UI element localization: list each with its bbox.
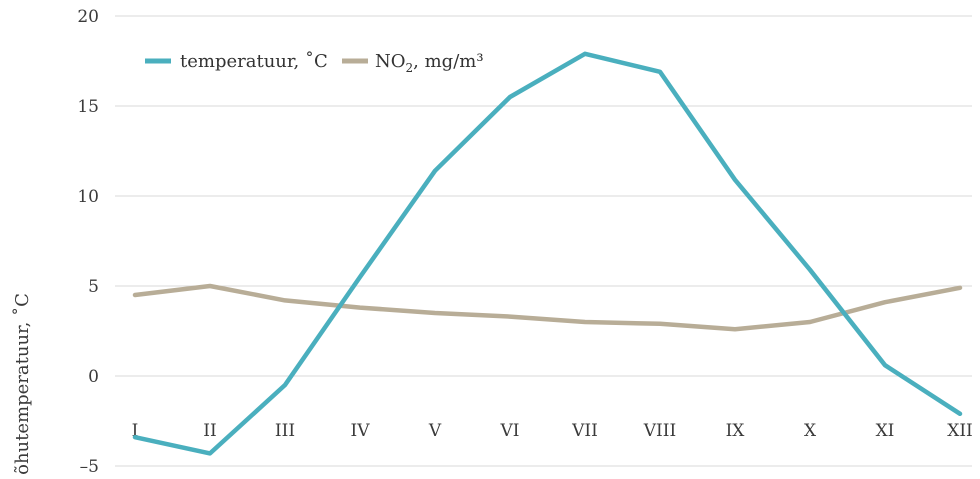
- legend: temperatuur, ˚C NO2, mg/m³: [145, 50, 484, 75]
- y-tick-label: 0: [88, 367, 99, 387]
- legend-no2-subscript: 2: [406, 61, 414, 75]
- x-tick-label: III: [275, 421, 295, 441]
- y-axis-label: õhutemperatuur, ˚C: [11, 293, 33, 475]
- series-line-temperature: [132, 51, 963, 456]
- x-tick-label: IV: [351, 421, 371, 441]
- legend-no2-unit: , mg/m³: [413, 51, 483, 72]
- x-tick-label: I: [132, 421, 139, 441]
- y-axis-ticks: –5 0 5 10 15 20: [77, 7, 99, 477]
- x-tick-label: VI: [500, 421, 520, 441]
- x-tick-label: II: [203, 421, 216, 441]
- x-tick-label: XII: [947, 421, 973, 441]
- y-tick-label: 20: [77, 7, 99, 27]
- series-lines: [132, 51, 963, 456]
- x-tick-label: X: [804, 421, 817, 441]
- x-tick-label: V: [428, 421, 442, 441]
- legend-label-temperature: temperatuur, ˚C: [180, 50, 328, 72]
- x-tick-label: XI: [876, 421, 895, 441]
- x-tick-label: VII: [571, 421, 598, 441]
- x-tick-label: VIII: [643, 421, 676, 441]
- series-line-no2: [132, 283, 963, 332]
- y-tick-label: 15: [77, 97, 99, 117]
- gridlines: [115, 15, 972, 467]
- y-tick-label: –5: [80, 457, 99, 477]
- x-tick-label: IX: [726, 421, 746, 441]
- legend-label-no2: NO2, mg/m³: [375, 51, 484, 75]
- x-axis-ticks: I II III IV V VI VII VIII IX X XI XII: [132, 421, 973, 441]
- y-tick-label: 5: [88, 277, 99, 297]
- y-tick-label: 10: [77, 187, 99, 207]
- legend-no2-base: NO: [375, 51, 406, 72]
